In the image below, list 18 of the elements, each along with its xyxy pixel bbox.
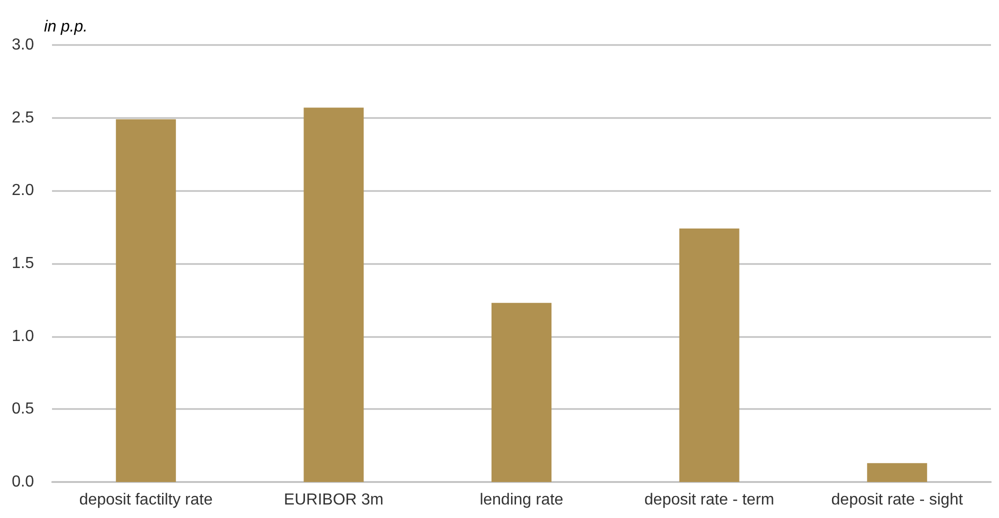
bar <box>679 228 740 482</box>
x-tick-label: lending rate <box>480 492 564 508</box>
bar <box>867 463 928 482</box>
bar <box>492 302 552 482</box>
y-tick-label: 1.0 <box>12 328 34 345</box>
y-tick-label: 2.0 <box>12 182 34 200</box>
x-tick-label: deposit factilty rate <box>79 492 213 508</box>
y-tick-label: 3.0 <box>12 36 34 54</box>
y-tick-label: 2.5 <box>12 109 34 126</box>
y-tick-label: 0.5 <box>12 400 34 418</box>
y-axis-title: in p.p. <box>44 18 88 36</box>
bar <box>116 119 176 482</box>
x-tick-label: deposit rate - term <box>644 492 774 508</box>
y-tick-label: 0.0 <box>12 474 34 490</box>
y-tick-label: 1.5 <box>12 255 34 272</box>
bar <box>304 108 364 482</box>
x-tick-label: deposit rate - sight <box>831 492 964 508</box>
x-tick-label: EURIBOR 3m <box>284 492 384 508</box>
